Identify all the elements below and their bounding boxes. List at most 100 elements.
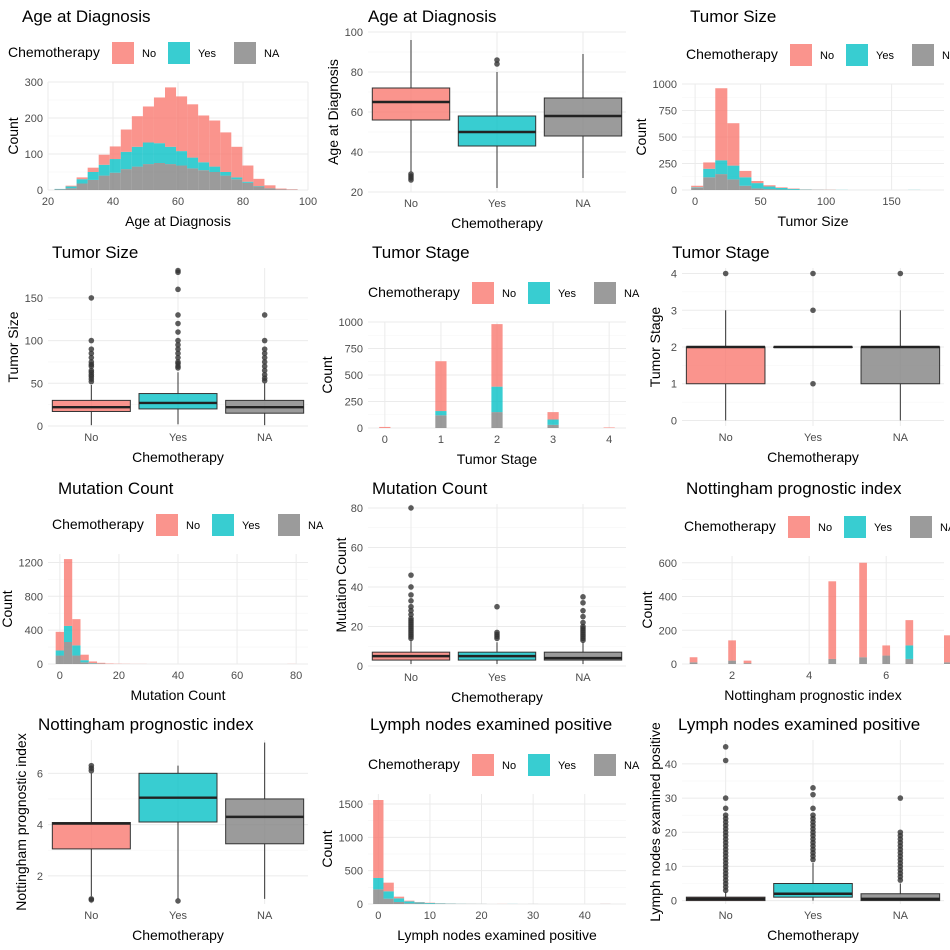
y-tick-label: 0 (357, 661, 363, 673)
chart-title: Tumor Stage (672, 243, 770, 262)
bar-yes (109, 159, 121, 173)
outlier-point (408, 603, 414, 610)
legend-title: Chemotherapy (686, 46, 778, 62)
outlier-point (810, 785, 816, 791)
x-tick-label: 1 (438, 434, 444, 446)
outlier-point (408, 572, 414, 578)
bar-na (231, 179, 243, 190)
panel-tumor-size-histogram: Tumor SizeChemotherapyNoYesNA02505007501… (633, 7, 950, 229)
bar-yes (242, 181, 254, 183)
x-axis-label: Tumor Stage (457, 451, 538, 467)
gridlines (682, 556, 944, 665)
legend-key-no (472, 282, 494, 304)
bar-yes (414, 902, 425, 904)
bar-no (220, 132, 232, 172)
outlier-point (722, 805, 729, 812)
x-tick-label: 20 (475, 910, 487, 922)
outlier-point (88, 354, 95, 361)
bar-no (153, 97, 165, 144)
outlier-point (175, 267, 181, 274)
chart-title: Tumor Stage (372, 243, 470, 262)
y-tick-label: 1000 (653, 79, 677, 91)
bar-na (176, 165, 188, 190)
bar-na (275, 189, 287, 190)
legend-key-yes (168, 42, 190, 64)
x-axis-label: Mutation Count (131, 687, 226, 703)
bar-na (882, 655, 891, 664)
outlier-point (175, 354, 181, 361)
y-axis-label: Lymph nodes examined positive (647, 722, 663, 922)
outlier-point (175, 286, 181, 293)
y-axis-label: Count (0, 590, 15, 627)
bar-no (88, 661, 98, 664)
bar-na (703, 177, 716, 190)
bar-no (691, 185, 704, 188)
y-tick-label: 500 (659, 132, 677, 144)
x-tick-label: No (404, 198, 418, 210)
legend: Chemotherapy No Yes NA (368, 754, 640, 776)
x-tick-label: 0 (375, 910, 381, 922)
bar-na (435, 415, 447, 428)
bar-na (859, 657, 867, 664)
bar-yes (80, 660, 89, 663)
y-tick-label: 100 (25, 336, 43, 348)
bar-yes (209, 166, 221, 172)
x-tick-label: No (719, 432, 733, 444)
legend-key-yes (844, 516, 866, 538)
outlier-point (810, 805, 816, 812)
box-na (225, 312, 305, 426)
legend-label-no: No (818, 522, 832, 534)
box-na (543, 594, 623, 665)
bar-no (882, 645, 891, 656)
x-tick-label: NA (257, 910, 273, 922)
x-tick-label: 60 (172, 196, 184, 208)
box-yes (138, 267, 218, 425)
bars (689, 562, 950, 664)
bar-no (775, 187, 788, 188)
legend-key-no (112, 42, 134, 64)
bar-yes (763, 186, 776, 190)
outlier-point (88, 359, 95, 365)
outlier-point (810, 270, 816, 277)
bar-no (242, 165, 254, 182)
outlier-point (88, 896, 95, 902)
bar-no (404, 900, 415, 902)
outlier-point (580, 623, 586, 630)
x-tick-label: 40 (107, 196, 119, 208)
bars (379, 324, 615, 428)
bar-na (751, 188, 764, 190)
panel-tumor-stage-histogram: Tumor Stage Chemotherapy No Yes NA 0 250 500 750… (319, 243, 640, 467)
box-no (51, 762, 131, 903)
panel-npi-boxplot: Nottingham prognostic index 2 4 6 Chemothera… (13, 715, 308, 943)
x-tick-label: 0 (692, 196, 698, 208)
y-tick-label: 250 (659, 159, 677, 171)
legend-label-na: NA (942, 50, 950, 62)
outlier-point (261, 371, 268, 378)
bar-no (198, 115, 210, 163)
y-tick-label: 750 (659, 106, 677, 118)
x-tick-label: 100 (817, 196, 835, 208)
x-tick-label: NA (893, 432, 909, 444)
y-tick-label: 1 (671, 379, 677, 391)
x-tick-label: 4 (606, 434, 612, 446)
legend-key-na (912, 44, 934, 66)
bar-no (828, 581, 837, 659)
x-tick-label: 4 (806, 670, 812, 682)
y-tick-label: 100 (25, 149, 43, 161)
legend-label-yes: Yes (558, 760, 576, 772)
outlier-point (175, 346, 181, 352)
bar-na (63, 642, 73, 664)
outlier-point (722, 270, 729, 277)
legend-title: Chemotherapy (52, 516, 144, 532)
bar-no (187, 104, 199, 158)
bar-na (264, 188, 276, 190)
outlier-point (175, 342, 181, 348)
y-tick-label: 1500 (339, 799, 363, 811)
outlier-point (261, 363, 268, 370)
x-tick-label: 40 (579, 910, 591, 922)
chart-title: Nottingham prognostic index (38, 715, 254, 734)
x-tick-label: 100 (299, 196, 317, 208)
outlier-point (494, 61, 500, 67)
